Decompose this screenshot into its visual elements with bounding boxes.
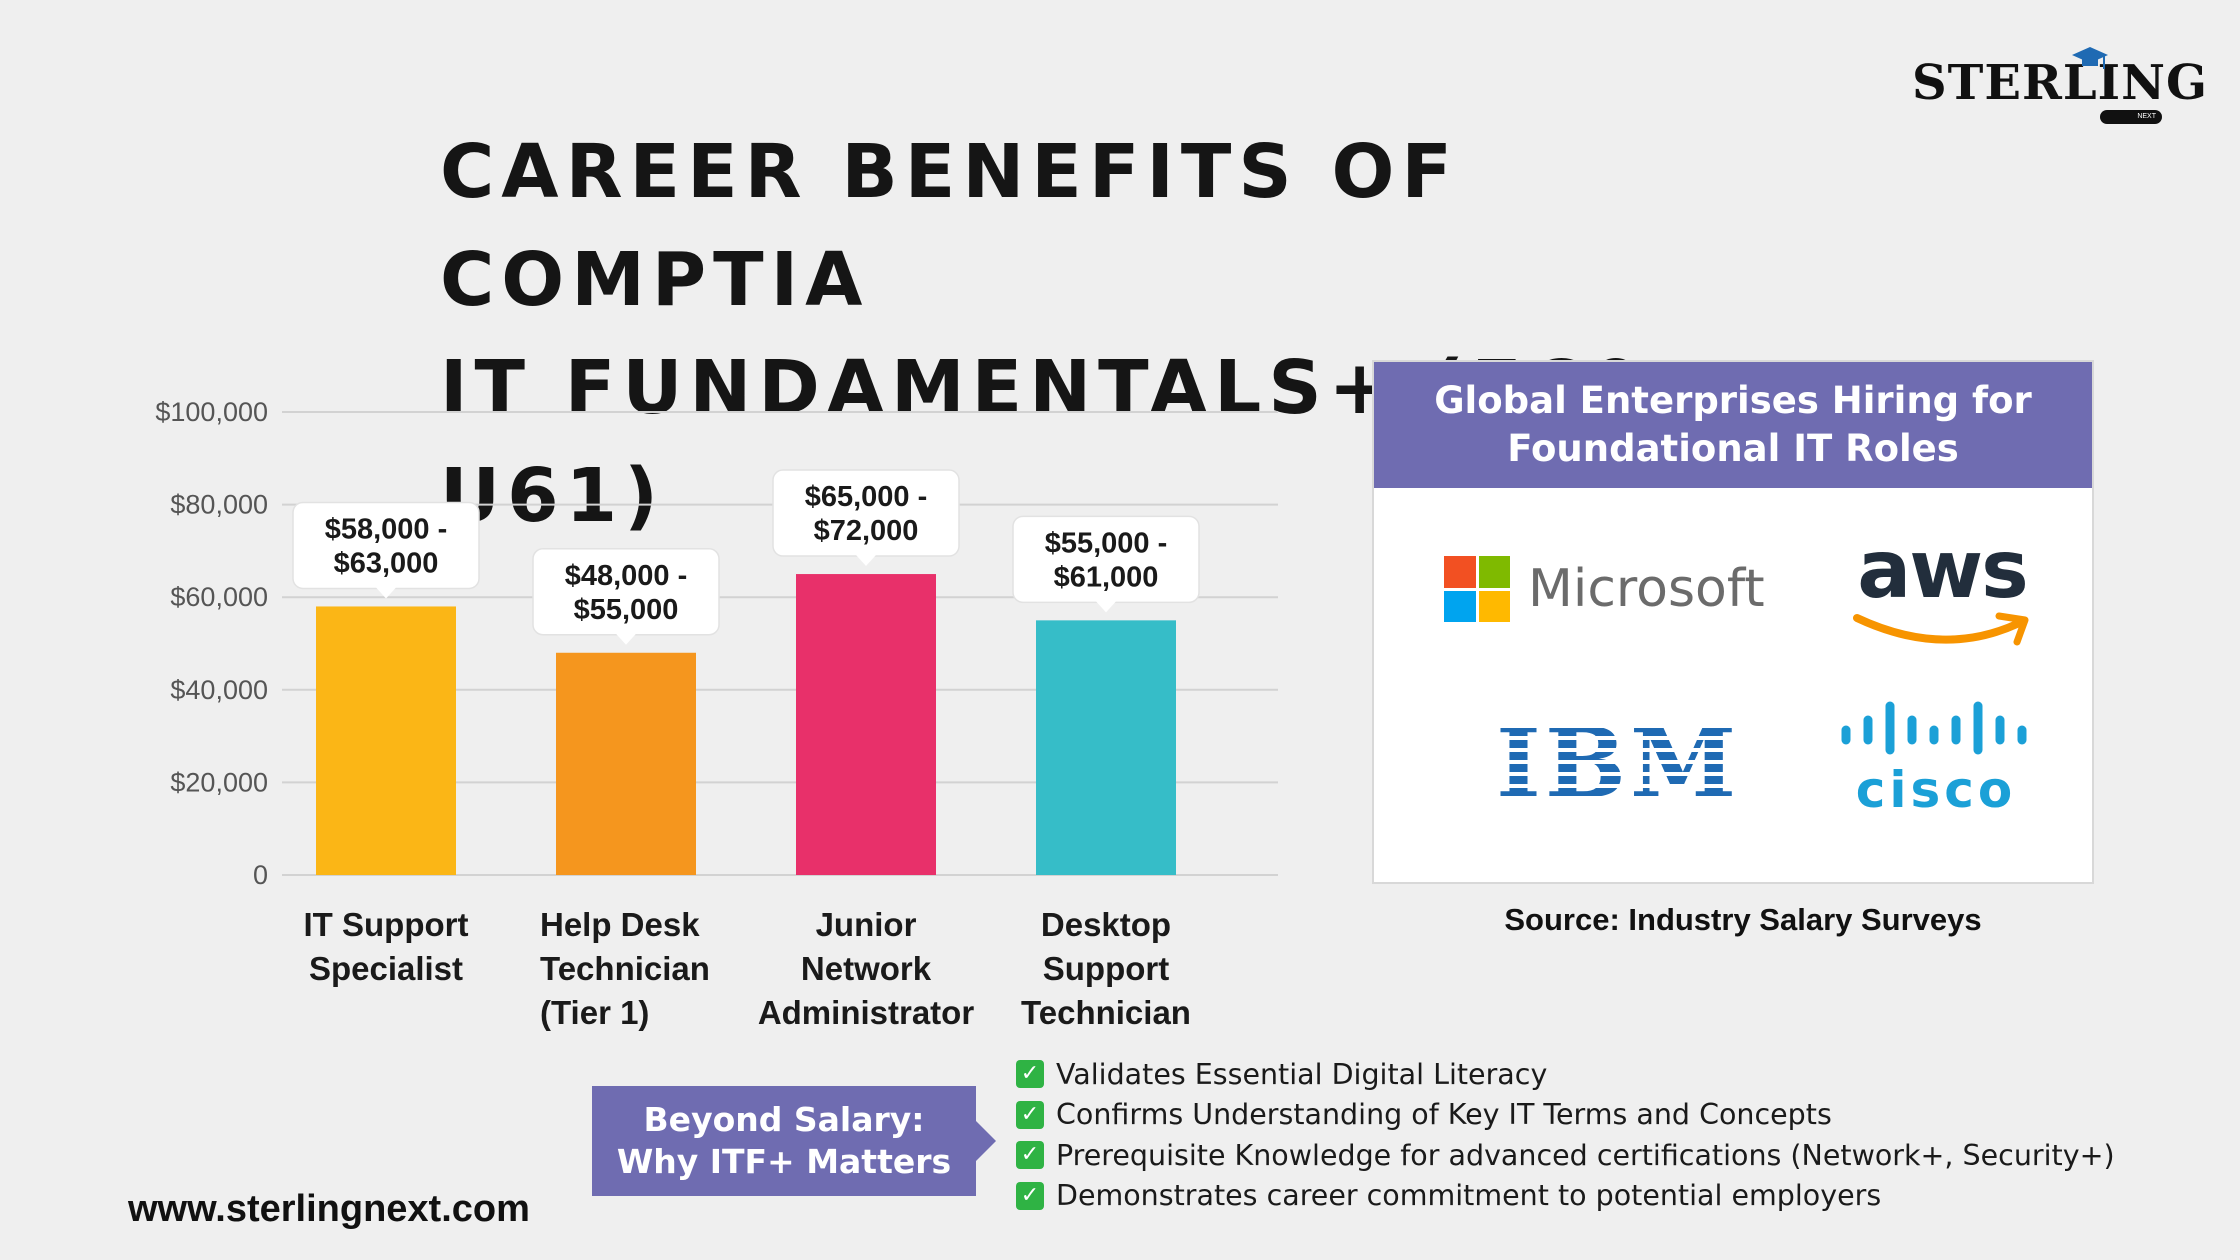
x-tick-label: (Tier 1) (540, 994, 649, 1031)
y-tick-label: $20,000 (170, 767, 268, 797)
aws-logo: aws (1842, 530, 2042, 655)
data-label-pointer (1096, 601, 1116, 613)
data-label: $55,000 (574, 594, 679, 626)
x-tick-label: IT Support (304, 906, 469, 943)
data-label-pointer (856, 555, 876, 567)
x-tick-label: Junior (816, 906, 917, 943)
list-item: ✓ Demonstrates career commitment to poten… (1016, 1176, 2115, 1217)
data-label: $63,000 (334, 547, 439, 579)
data-label: $58,000 - (325, 513, 448, 545)
brand-tag: NEXT (2100, 110, 2162, 124)
checkmark-icon: ✓ (1016, 1141, 1044, 1170)
bar (1036, 620, 1176, 875)
x-tick-label: Specialist (309, 950, 463, 987)
microsoft-name: Microsoft (1528, 559, 1765, 619)
microsoft-windows-icon (1444, 556, 1510, 622)
ibm-name: IBM (1496, 707, 1741, 820)
y-tick-label: 0 (253, 860, 268, 890)
cisco-name: cisco (1855, 761, 2017, 819)
website-link[interactable]: www.sterlingnext.com (128, 1188, 530, 1230)
title-line-1: Career Benefits of CompTIA (440, 129, 1459, 323)
checkmark-icon: ✓ (1016, 1181, 1044, 1210)
y-tick-label: $80,000 (170, 490, 268, 520)
x-tick-label: Technician (540, 950, 710, 987)
data-label-pointer (616, 633, 636, 645)
checkmark-icon: ✓ (1016, 1100, 1044, 1129)
bar (796, 574, 936, 875)
data-label-pointer (376, 587, 396, 599)
y-tick-label: $40,000 (170, 675, 268, 705)
data-label: $65,000 - (805, 481, 928, 513)
aws-smile-icon (1853, 612, 2029, 646)
list-item: ✓ Confirms Understanding of Key IT Terms … (1016, 1095, 2115, 1136)
ibm-logo: IBM (1496, 707, 1741, 820)
enterprises-panel: Global Enterprises Hiring for Foundation… (1372, 360, 2094, 884)
source-note: Source: Industry Salary Surveys (1504, 902, 1982, 937)
data-label: $48,000 - (565, 560, 688, 592)
salary-bar-chart: 0 $20,000 $40,000 $60,000 $80,000 $100,000 $58… (155, 397, 1278, 1031)
callout-line-1: Beyond Salary: (643, 1100, 925, 1139)
x-tick-label: Help Desk (540, 906, 700, 943)
benefits-list: ✓ Validates Essential Digital Literacy ✓ C… (1016, 1054, 2115, 1216)
bar (316, 606, 456, 875)
x-tick-label: Desktop (1041, 906, 1171, 943)
data-label: $61,000 (1054, 561, 1159, 593)
panel-title-line-1: Global Enterprises Hiring for (1434, 379, 2032, 422)
y-tick-label: $60,000 (170, 582, 268, 612)
beyond-salary-callout: Beyond Salary: Why ITF+ Matters (592, 1086, 996, 1196)
cisco-logo: cisco (1836, 700, 2036, 819)
y-tick-label: $100,000 (155, 397, 268, 427)
callout-line-2: Why ITF+ Matters (616, 1142, 952, 1181)
graduation-cap-icon (2072, 47, 2108, 69)
data-label: $72,000 (814, 515, 919, 547)
data-label: $55,000 - (1045, 527, 1168, 559)
x-tick-label: Network (801, 950, 932, 987)
microsoft-logo: Microsoft (1444, 556, 1765, 622)
list-item: ✓ Validates Essential Digital Literacy (1016, 1054, 2115, 1095)
company-logos: Microsoft aws IBM (1374, 488, 2092, 884)
cisco-bars-icon (1841, 701, 2027, 755)
aws-name: aws (1857, 523, 2029, 616)
panel-title-line-2: Foundational IT Roles (1507, 427, 1959, 470)
checkmark-icon: ✓ (1016, 1060, 1044, 1089)
sterling-logo: STERLING NEXT (1912, 47, 2207, 145)
bar (556, 652, 696, 875)
list-item: ✓ Prerequisite Knowledge for advanced cer… (1016, 1135, 2115, 1176)
x-tick-label: Support (1043, 950, 1169, 987)
brand-name: STERLING (1912, 55, 2208, 111)
x-tick-label: Technician (1021, 994, 1191, 1031)
panel-title: Global Enterprises Hiring for Foundation… (1374, 362, 2092, 488)
x-tick-label: Administrator (758, 994, 975, 1031)
